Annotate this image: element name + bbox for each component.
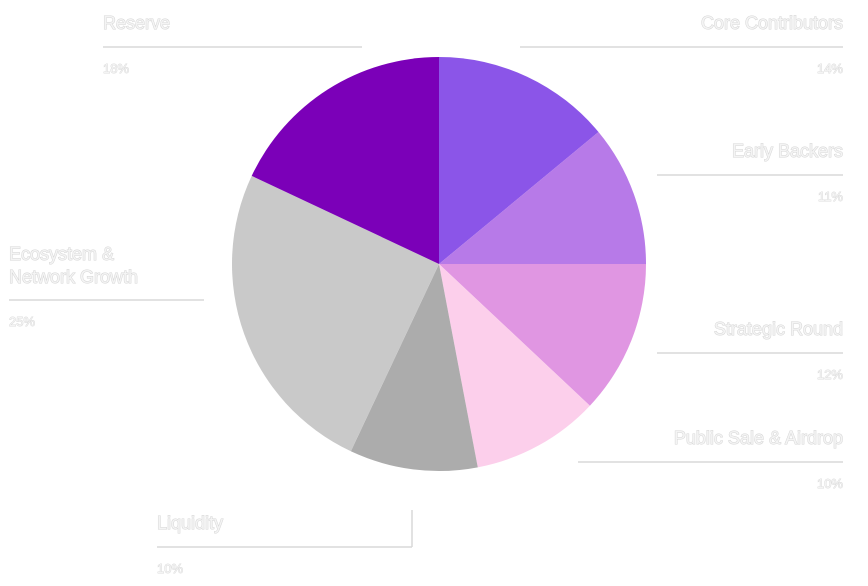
pie-slice-strategic-round — [439, 264, 646, 406]
slice-percent-liquidity: 10% — [157, 561, 183, 576]
slice-label-public-sale-and-airdrop: Public Sale & Airdrop — [674, 428, 843, 448]
pie-slice-reserve — [251, 57, 439, 264]
pie-slice-liquidity — [350, 264, 478, 471]
pie-slice-core-contributors — [439, 57, 599, 264]
slice-percent-reserve: 18% — [103, 61, 129, 76]
labels-layer: Core Contributors 14% Early Backers 11% Stra… — [9, 13, 844, 577]
slice-percent-public-sale-and-airdrop: 10% — [817, 476, 843, 491]
slice-label-early-backers: Early Backers — [732, 141, 843, 161]
pie-slice-ecosystem-and-network-growth — [231, 175, 439, 452]
pie-slice-early-backers — [439, 132, 646, 264]
slice-label-ecosystem-and-network-growth: Ecosystem & Network Growth — [9, 244, 138, 287]
slices-layer — [231, 57, 646, 471]
slice-percent-ecosystem-and-network-growth: 25% — [9, 314, 35, 329]
pie-slice-public-sale-and-airdrop — [439, 264, 590, 468]
slice-label-strategic-round: Strategic Round — [714, 319, 843, 339]
slice-label-core-contributors: Core Contributors — [701, 13, 843, 33]
slice-percent-early-backers: 11% — [818, 189, 843, 204]
slice-percent-core-contributors: 14% — [817, 61, 843, 76]
slice-label-reserve: Reserve — [103, 13, 170, 33]
slice-percent-strategic-round: 12% — [817, 367, 843, 382]
slice-label-liquidity: Liquidity — [157, 513, 223, 533]
